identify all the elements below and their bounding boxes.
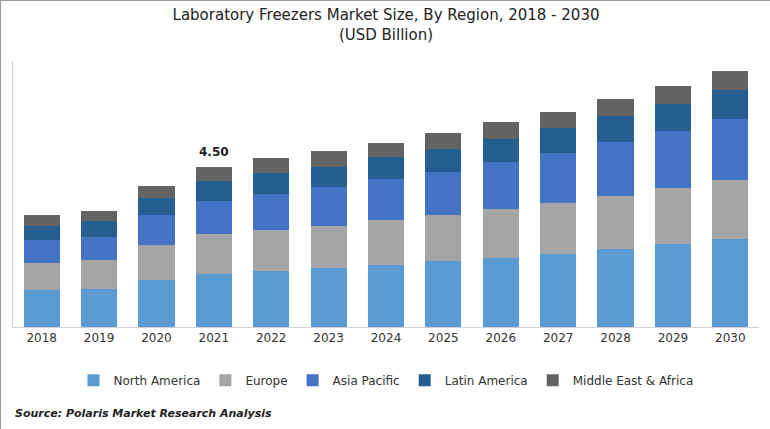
svg-text:2022: 2022 — [256, 331, 287, 345]
svg-text:North America: North America — [114, 374, 201, 388]
svg-text:2019: 2019 — [84, 331, 115, 345]
svg-text:Europe: Europe — [245, 374, 287, 388]
svg-text:Laboratory Freezers Market Siz: Laboratory Freezers Market Size, By Regi… — [173, 6, 600, 44]
svg-text:2023: 2023 — [313, 331, 344, 345]
svg-text:2030: 2030 — [715, 331, 746, 345]
svg-text:2024: 2024 — [371, 331, 402, 345]
svg-text:2027: 2027 — [543, 331, 574, 345]
svg-text:4.50: 4.50 — [199, 145, 229, 159]
svg-text:2029: 2029 — [658, 331, 689, 345]
svg-text:Middle East & Africa: Middle East & Africa — [573, 374, 694, 388]
svg-text:Source: Polaris Market Researc: Source: Polaris Market Research Analysis — [15, 407, 272, 420]
svg-text:2018: 2018 — [26, 331, 57, 345]
svg-text:2021: 2021 — [199, 331, 230, 345]
svg-text:2026: 2026 — [485, 331, 516, 345]
svg-text:Latin America: Latin America — [445, 374, 528, 388]
svg-text:2020: 2020 — [141, 331, 172, 345]
svg-text:Asia Pacific: Asia Pacific — [333, 374, 400, 388]
svg-text:2025: 2025 — [428, 331, 459, 345]
svg-text:2028: 2028 — [600, 331, 631, 345]
